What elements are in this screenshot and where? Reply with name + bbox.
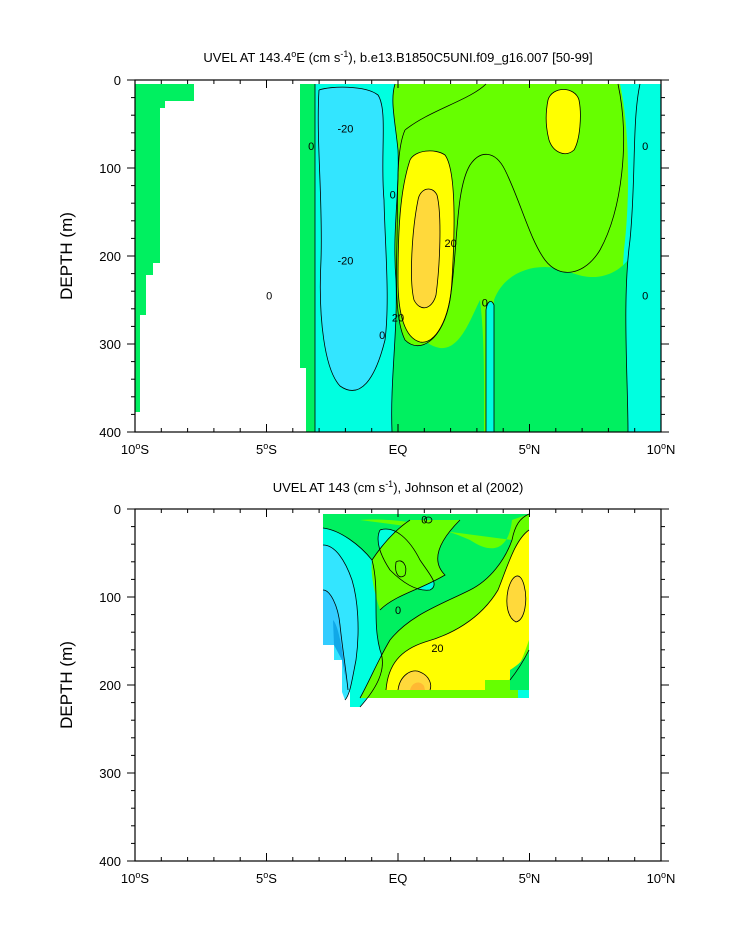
contour-field xyxy=(135,83,661,432)
contour-fill-neg20 xyxy=(323,545,359,700)
contour-label: 20 xyxy=(392,313,404,325)
x-tick-label: 10oS xyxy=(121,441,149,457)
contour-fill-p30 xyxy=(411,188,440,308)
contour-label: 0 xyxy=(642,141,648,153)
contour-label: 0 xyxy=(482,298,488,310)
y-tick-label: 400 xyxy=(99,425,121,440)
contour-fill-strip xyxy=(300,84,318,432)
y-tick-label: 300 xyxy=(99,766,121,781)
contour-lines xyxy=(322,513,530,708)
contour-fill-east-cyan xyxy=(625,84,661,432)
contour-fill-p40 xyxy=(410,682,425,690)
contour-fill-east2 xyxy=(510,650,529,690)
x-tick-label: 5oN xyxy=(519,870,541,886)
contour-label: 0 xyxy=(642,291,648,303)
contour-fill-p20 xyxy=(386,530,529,690)
y-tick-label: 300 xyxy=(99,337,121,352)
contour-label: 0 xyxy=(308,141,314,153)
y-axis-label: DEPTH (m) xyxy=(57,212,76,300)
x-tick-label: 5oS xyxy=(256,441,277,457)
contour-label: 0 xyxy=(379,330,385,342)
contour-fill-coastal xyxy=(135,84,194,412)
contour-label: 0 xyxy=(395,605,401,617)
contour-labels: -20 -20 0 0 0 20 20 0 0 0 0 xyxy=(266,123,648,342)
contour-fill-p30-east xyxy=(506,575,526,622)
contour-fill-tongue xyxy=(486,301,494,432)
contour-label: 0 xyxy=(266,291,272,303)
contour-fill-p0c xyxy=(494,260,630,432)
panel-title: UVEL AT 143 (cm s-1), Johnson et al (200… xyxy=(273,479,524,495)
contour-label: 20 xyxy=(431,643,443,655)
contour-label: -20 xyxy=(337,123,353,135)
contour-labels: 0 0 20 xyxy=(395,515,444,655)
contour-field xyxy=(322,513,530,708)
y-tick-label: 400 xyxy=(99,854,121,869)
contour-label: 20 xyxy=(444,238,456,250)
y-tick-label: 100 xyxy=(99,161,121,176)
y-axis-label: DEPTH (m) xyxy=(57,641,76,729)
y-tick-label: 100 xyxy=(99,590,121,605)
y-tick-label: 0 xyxy=(114,502,121,517)
contour-label: 0 xyxy=(390,189,396,201)
x-tick-label: EQ xyxy=(389,871,408,886)
y-tick-label: 0 xyxy=(114,73,121,88)
contour-fill-east xyxy=(518,690,529,698)
contour-fill-p20-east xyxy=(546,89,581,154)
x-tick-label: 10oN xyxy=(647,441,676,457)
x-tick-label: 5oN xyxy=(519,441,541,457)
contour-fill-p10b xyxy=(371,520,460,610)
x-tick-label: 10oS xyxy=(121,870,149,886)
contour-label: 0 xyxy=(421,515,427,527)
x-tick-label: 10oN xyxy=(647,870,676,886)
contour-lines xyxy=(314,83,641,432)
model-panel: UVEL AT 143.4oE (cm s-1), b.e13.B1850C5U… xyxy=(57,49,675,457)
observation-panel: UVEL AT 143 (cm s-1), Johnson et al (200… xyxy=(57,479,675,886)
x-tick-label: EQ xyxy=(389,442,408,457)
x-tick-label: 5oS xyxy=(256,870,277,886)
contour-fill-neg20 xyxy=(318,87,388,391)
contour-label: -20 xyxy=(337,255,353,267)
y-tick-label: 200 xyxy=(99,249,121,264)
contour-fill-neg40 xyxy=(333,620,346,680)
panel-title: UVEL AT 143.4oE (cm s-1), b.e13.B1850C5U… xyxy=(203,49,592,65)
y-tick-label: 200 xyxy=(99,678,121,693)
